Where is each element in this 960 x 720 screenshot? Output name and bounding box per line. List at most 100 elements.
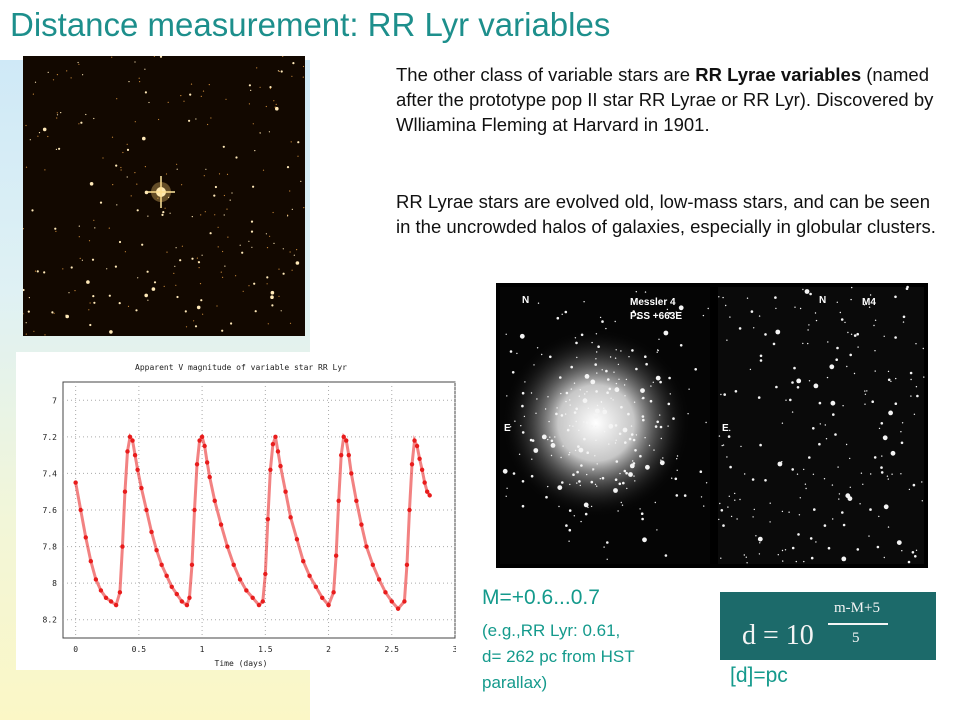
note-line-1: (e.g.,RR Lyr: 0.61, xyxy=(482,621,621,640)
cluster-star-dot xyxy=(810,556,814,560)
cluster-star-dot xyxy=(590,379,596,385)
cluster-star-dot xyxy=(645,362,648,366)
cluster-star-dot xyxy=(536,398,538,400)
data-point xyxy=(331,590,336,595)
data-point xyxy=(278,463,283,469)
cluster-star-dot xyxy=(512,472,516,475)
cluster-star-dot xyxy=(840,318,844,321)
star-dot xyxy=(256,67,258,69)
data-point xyxy=(164,573,169,579)
cluster-star-dot xyxy=(890,450,896,456)
cluster-star-dot xyxy=(894,295,897,299)
data-point xyxy=(225,544,230,549)
cluster-star-dot xyxy=(635,434,638,436)
star-dot xyxy=(231,192,233,194)
cluster-star-dot xyxy=(910,378,912,381)
star-dot xyxy=(302,76,304,78)
cluster-star-dot xyxy=(653,449,655,451)
cluster-star-dot xyxy=(678,305,684,311)
star-dot xyxy=(147,299,149,301)
cluster-star-dot xyxy=(759,354,763,358)
cluster-star-dot xyxy=(521,431,525,434)
star-dot xyxy=(282,56,284,57)
cluster-star-dot xyxy=(614,478,618,481)
cluster-star-dot xyxy=(659,425,663,429)
cluster-star-dot xyxy=(666,308,669,311)
star-dot xyxy=(93,219,95,221)
cluster-star-dot xyxy=(626,487,628,490)
cluster-star-dot xyxy=(764,479,767,482)
data-point xyxy=(159,562,164,568)
cluster-star-dot xyxy=(857,346,859,348)
star-dot xyxy=(122,151,124,154)
cluster-star-dot xyxy=(758,315,761,317)
star-dot xyxy=(250,89,252,91)
cluster-star-dot xyxy=(595,390,598,393)
cluster-star-dot xyxy=(815,541,817,543)
star-dot xyxy=(223,194,225,197)
star-dot xyxy=(114,265,117,268)
cluster-star-dot xyxy=(664,554,668,557)
cluster-star-dot xyxy=(586,473,588,476)
star-dot xyxy=(94,227,96,229)
star-dot xyxy=(185,326,188,328)
x-axis-label: Time (days) xyxy=(215,659,268,668)
cluster-star-dot xyxy=(856,548,860,551)
cluster-star-dot xyxy=(880,471,884,474)
star-dot xyxy=(32,93,34,95)
cluster-star-dot xyxy=(807,329,809,331)
data-point xyxy=(338,452,344,458)
cluster-star-dot xyxy=(520,425,522,427)
cluster-star-dot xyxy=(506,487,508,489)
intro-text-end: (named after the prototype pop II star R… xyxy=(396,64,934,135)
star-dot xyxy=(166,251,168,253)
cluster-star-dot xyxy=(808,380,811,382)
star-dot xyxy=(130,195,132,197)
star-dot xyxy=(200,299,203,302)
star-dot xyxy=(34,270,37,272)
cluster-star-dot xyxy=(769,521,771,523)
cluster-star-dot xyxy=(609,356,612,358)
cluster-star-dot xyxy=(586,451,589,454)
cluster-star-dot xyxy=(601,369,603,371)
star-dot xyxy=(293,254,295,256)
intro-text-start: The other class of variable stars are xyxy=(396,64,696,85)
cluster-star-dot xyxy=(596,404,599,407)
star-dot xyxy=(229,199,231,201)
cluster-star-dot xyxy=(796,473,799,475)
cluster-star-dot xyxy=(648,444,651,447)
cluster-star-dot xyxy=(630,425,633,427)
star-dot xyxy=(66,70,68,72)
cluster-star-dot xyxy=(720,393,722,396)
cluster-star-dot xyxy=(694,368,697,371)
star-dot xyxy=(168,196,170,198)
star-dot xyxy=(289,190,291,192)
cluster-star-dot xyxy=(906,285,909,289)
cluster-star-dot xyxy=(804,289,810,294)
cluster-star-dot xyxy=(883,335,885,337)
note-line-3: parallax) xyxy=(482,673,548,692)
cluster-star-dot xyxy=(727,435,731,438)
cluster-star-dot xyxy=(896,540,902,545)
cluster-star-dot xyxy=(578,447,584,453)
data-point xyxy=(412,438,417,443)
cluster-star-dot xyxy=(868,306,871,308)
star-dot xyxy=(153,281,157,284)
star-dot xyxy=(70,77,72,79)
cluster-star-dot xyxy=(856,332,859,336)
star-dot xyxy=(54,227,57,230)
data-point xyxy=(179,599,185,604)
x-tick-label: 3 xyxy=(453,645,456,654)
cluster-star-dot xyxy=(890,380,892,383)
star-dot xyxy=(179,259,182,262)
data-point xyxy=(313,584,319,589)
cluster-star-dot xyxy=(601,320,604,323)
star-dot xyxy=(86,280,90,284)
star-dot xyxy=(139,81,141,83)
cluster-star-dot xyxy=(772,342,776,346)
cluster-star-dot xyxy=(846,365,848,368)
cluster-star-dot xyxy=(613,488,618,493)
star-dot xyxy=(190,83,193,85)
star-dot xyxy=(204,211,206,213)
star-dot xyxy=(146,270,149,273)
